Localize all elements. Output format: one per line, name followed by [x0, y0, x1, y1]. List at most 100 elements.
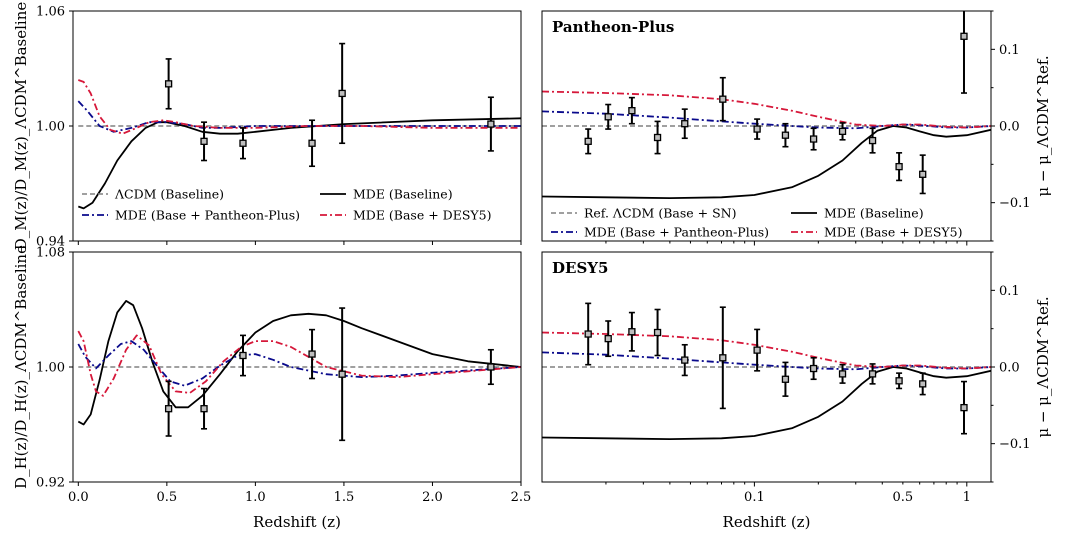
legend-label: MDE (Base + Pantheon-Plus) — [584, 225, 769, 240]
series-line-mde — [542, 366, 991, 440]
legend-item-mde: MDE (Baseline) — [320, 187, 453, 202]
legend-label: Ref. ΛCDM (Base + SN) — [584, 206, 736, 221]
y-axis-label: D_M(z)/D_M(z)_ΛCDM^Baseline — [12, 2, 30, 251]
data-point — [604, 320, 612, 358]
x-tick-label: 1.0 — [245, 490, 266, 505]
x-tick-label: 2.5 — [511, 490, 532, 505]
y-tick-label: 1.00 — [36, 361, 65, 376]
panel-dm: 0.94 1.00 1.06 D_M(z)/D_M(z)_ΛCDM^Baseline Λ… — [12, 2, 522, 251]
legend: Ref. ΛCDM (Base + SN) MDE (Baseline) MDE (… — [551, 206, 962, 240]
data-point — [308, 119, 316, 168]
y-tick-label: 0.92 — [36, 476, 65, 491]
legend-label: MDE (Base + Pantheon-Plus) — [115, 208, 300, 223]
data-point — [809, 356, 818, 381]
data-point — [239, 334, 247, 377]
y-tick-label: 1.06 — [36, 5, 65, 20]
data-points — [164, 42, 495, 168]
legend-item-desy5: MDE (Base + DESY5) — [791, 225, 962, 240]
data-point — [200, 387, 208, 430]
data-point — [838, 363, 847, 384]
legend-item-ref: Ref. ΛCDM (Base + SN) — [551, 206, 736, 221]
y-tick-label: 1.08 — [36, 246, 65, 261]
x-tick-label: 0.5 — [157, 490, 178, 505]
y-tick-label: 0.94 — [36, 235, 65, 250]
y-tick-label: −0.1 — [999, 196, 1031, 211]
y-tick-label: 0.1 — [999, 284, 1020, 299]
series-line-desy5 — [77, 330, 521, 397]
data-point — [628, 96, 636, 125]
y-axis-label: μ − μ_ΛCDM^Ref. — [1034, 296, 1052, 437]
data-point — [895, 372, 903, 390]
data-point — [164, 58, 173, 110]
data-point — [681, 343, 689, 377]
series-line-mde — [77, 300, 521, 426]
data-point — [164, 380, 173, 437]
x-tick-label: 2.0 — [422, 490, 443, 505]
data-point — [338, 307, 346, 442]
legend-label: MDE (Base + DESY5) — [824, 225, 962, 240]
data-point — [809, 127, 818, 151]
x-tick-label: 0.1 — [744, 490, 765, 505]
panel-sn-pp: −0.1 0.0 0.1 μ − μ_ΛCDM^Ref. Pantheon-Plus Re… — [541, 10, 1052, 246]
panel-sn-desy5: −0.1 0.0 0.1 0.1 0.5 1 μ − μ_ΛCDM^Ref. Redshift… — [541, 251, 1052, 531]
series-line-mde — [77, 117, 521, 210]
legend-label: MDE (Baseline) — [353, 187, 453, 202]
legend-item-ref: ΛCDM (Baseline) — [82, 187, 224, 202]
data-point — [753, 328, 761, 372]
panel-title: DESY5 — [552, 259, 608, 277]
data-point — [895, 152, 903, 182]
series-line-desy5 — [542, 331, 991, 370]
data-point — [338, 42, 346, 145]
panel-title: Pantheon-Plus — [552, 18, 674, 36]
data-point — [681, 108, 689, 140]
legend-item-desy5: MDE (Base + DESY5) — [320, 208, 491, 223]
legend-item-mde: MDE (Baseline) — [791, 206, 924, 221]
data-point — [719, 306, 727, 410]
data-points — [164, 307, 495, 442]
series-lines — [77, 79, 521, 210]
data-point — [781, 361, 790, 397]
series-line-mde — [542, 125, 991, 199]
y-tick-label: 0.0 — [999, 120, 1020, 135]
legend-label: ΛCDM (Baseline) — [114, 187, 224, 202]
data-point — [960, 380, 968, 435]
data-point — [239, 127, 247, 160]
series-lines — [542, 331, 991, 440]
data-point — [781, 122, 790, 148]
x-axis-label: Redshift (z) — [253, 513, 341, 531]
x-tick-label: 1.5 — [334, 490, 355, 505]
y-axis-label: D_H(z)/D_H(z)_ΛCDM^Baseline — [12, 245, 30, 489]
series-lines — [542, 90, 991, 199]
panel-dh: 0.92 1.00 1.08 0.0 0.5 1.0 1.5 2.0 2.5 D_H(z)/D_H… — [12, 245, 531, 531]
series-line-desy5 — [77, 79, 521, 135]
data-point — [719, 76, 727, 122]
data-point — [487, 96, 495, 152]
data-point — [868, 127, 877, 154]
series-line-desy5 — [542, 90, 991, 129]
series-lines — [77, 300, 521, 426]
y-axis-label: μ − μ_ΛCDM^Ref. — [1034, 55, 1052, 196]
data-point — [753, 118, 761, 140]
legend-item-pp: MDE (Base + Pantheon-Plus) — [551, 225, 769, 240]
series-line-pp — [542, 110, 991, 130]
data-points — [584, 11, 968, 195]
legend-label: MDE (Base + DESY5) — [353, 208, 491, 223]
legend: ΛCDM (Baseline) MDE (Baseline) MDE (Base +… — [82, 187, 491, 223]
x-tick-label: 0.5 — [893, 490, 914, 505]
data-point — [919, 154, 927, 195]
y-tick-label: 0.0 — [999, 361, 1020, 376]
y-tick-label: 0.1 — [999, 43, 1020, 58]
data-point — [653, 120, 662, 155]
y-tick-label: −0.1 — [999, 437, 1031, 452]
data-point — [868, 363, 877, 385]
data-point — [584, 302, 592, 366]
legend-item-pp: MDE (Base + Pantheon-Plus) — [82, 208, 300, 223]
data-point — [919, 372, 927, 396]
data-point — [200, 121, 208, 162]
data-point — [653, 308, 662, 357]
x-tick-label: 1 — [963, 490, 971, 505]
data-point — [604, 103, 612, 130]
legend-label: MDE (Baseline) — [824, 206, 924, 221]
data-point — [308, 328, 316, 380]
